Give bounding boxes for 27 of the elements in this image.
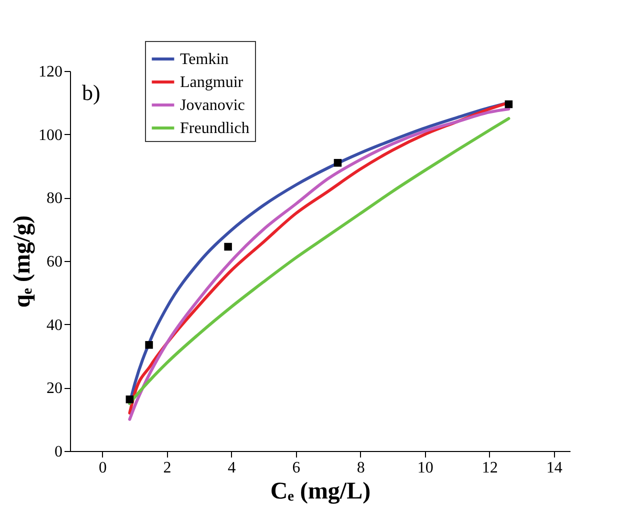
x-tick-label: 6 xyxy=(292,460,300,476)
x-tick-label: 0 xyxy=(98,460,107,476)
y-tick-label: 80 xyxy=(46,190,62,208)
y-tick-label: 60 xyxy=(46,254,62,270)
legend-label: Freundlich xyxy=(180,120,250,137)
legend-label: Temkin xyxy=(180,51,229,68)
point xyxy=(145,341,153,349)
point xyxy=(334,158,342,167)
x-tick-label: 10 xyxy=(417,460,434,476)
y-tick-label: 0 xyxy=(54,444,62,460)
x-tick-label: 14 xyxy=(546,460,562,476)
point xyxy=(126,396,134,404)
x-tick-label: 8 xyxy=(356,460,365,476)
annotation: b) xyxy=(82,80,100,105)
x-tick-label: 2 xyxy=(163,460,172,476)
point xyxy=(224,242,232,251)
y-tick-label: 20 xyxy=(46,380,62,398)
x-axis-title: Cₑ (mg/L) xyxy=(270,478,371,504)
point xyxy=(504,100,513,108)
legend-label: Jovanovic xyxy=(180,97,245,114)
x-tick-label: 12 xyxy=(482,460,498,476)
y-tick-label: 40 xyxy=(46,316,62,334)
y-tick-label: 120 xyxy=(38,64,62,80)
y-axis-title: qₑ (mg/g) xyxy=(10,215,36,308)
legend-label: Langmuir xyxy=(180,74,244,91)
x-tick-label: 4 xyxy=(228,460,236,476)
y-tick-label: 100 xyxy=(38,126,62,144)
